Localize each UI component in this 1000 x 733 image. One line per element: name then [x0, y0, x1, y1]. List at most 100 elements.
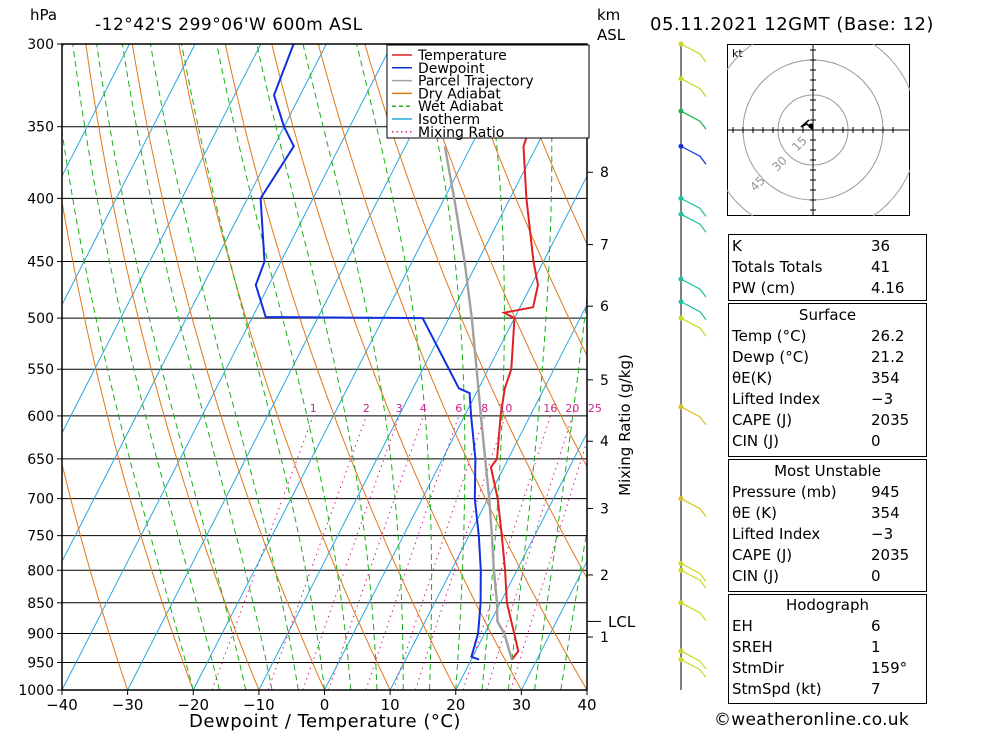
legend-label: Isotherm	[418, 112, 480, 128]
section-title: Hodograph	[785, 596, 870, 614]
wind-profile	[678, 41, 707, 690]
index-value: 4.16	[871, 279, 905, 297]
index-label: Lifted Index	[732, 525, 821, 543]
x-tick-label: 20	[446, 696, 465, 714]
km-tick-label: 2	[600, 568, 609, 584]
index-label: EH	[732, 617, 753, 635]
index-row: Temp (°C) 26.2	[728, 326, 927, 347]
index-label: Temp (°C)	[732, 327, 807, 345]
wet-adiabat-line	[417, 44, 466, 690]
legend-label: Temperature	[417, 48, 507, 64]
hodograph-indices-box	[728, 594, 927, 704]
dry-adiabat-line	[410, 44, 587, 468]
mixing-ratio-tick-label: 20	[565, 402, 579, 415]
pressure-tick-label: 900	[27, 626, 54, 642]
wet-adiabat-line	[586, 687, 587, 690]
index-row: CAPE (J) 2035	[728, 410, 927, 431]
x-tick-label: 0	[320, 696, 330, 714]
dry-adiabat-line	[317, 44, 587, 690]
x-tick-label: −40	[46, 696, 78, 714]
series-temperature	[489, 44, 564, 661]
index-label: θE (K)	[732, 504, 777, 522]
mixing-ratio-tick-label: 25	[588, 402, 602, 415]
hodograph-unit-label: kt	[732, 47, 743, 60]
x-tick-label: 40	[577, 696, 596, 714]
index-value: 354	[871, 504, 900, 522]
wet-adiabat-line	[216, 44, 352, 690]
wind-barb	[680, 197, 707, 217]
dry-adiabat-line	[457, 44, 587, 357]
plot-frame	[61, 43, 588, 691]
series-parcel-trajectory	[443, 146, 514, 660]
wet-adiabat-line	[534, 292, 587, 690]
wind-barb	[680, 317, 707, 337]
mixing-ratio-tick-label: 6	[455, 402, 462, 415]
wet-adiabat-line	[62, 128, 194, 690]
pressure-tick-label: 450	[27, 255, 54, 271]
dry-adiabat-line	[224, 44, 457, 690]
mixing-ratio-line	[510, 439, 587, 690]
pressure-tick-label: 600	[27, 409, 54, 425]
index-value: 26.2	[871, 327, 905, 345]
index-value: −3	[871, 525, 894, 543]
indices-top-box	[728, 234, 927, 301]
index-row: θE (K) 354	[728, 503, 927, 524]
mixing-ratio-tick-label: 16	[543, 402, 557, 415]
isotherm-line	[62, 44, 130, 178]
km-label: km	[597, 6, 620, 24]
km-tick-label: 6	[600, 299, 609, 315]
lcl-label: LCL	[608, 613, 636, 631]
wet-adiabat-line	[256, 44, 378, 690]
wind-barb	[680, 278, 707, 298]
section-title-row: Surface	[728, 305, 927, 326]
index-row: θE(K) 354	[728, 368, 927, 389]
dry-adiabat-line	[178, 44, 391, 690]
wind-barb	[680, 213, 707, 233]
dry-adiabat-line	[62, 462, 129, 690]
km-tick-label: 1	[600, 630, 609, 646]
surface-box	[728, 303, 927, 457]
wet-adiabat-line	[481, 44, 505, 690]
mixing-ratio-tick-label: 8	[481, 402, 488, 415]
wet-adiabat-line	[72, 44, 220, 690]
index-row: Lifted Index −3	[728, 524, 927, 545]
index-value: −3	[871, 390, 894, 408]
x-tick-label: 30	[512, 696, 531, 714]
dry-adiabat-line	[970, 44, 1000, 690]
dry-adiabat-line	[923, 44, 1000, 690]
index-value: 1	[871, 638, 881, 656]
wind-barb	[680, 602, 707, 622]
pressure-tick-label: 350	[27, 120, 54, 136]
wind-barb	[680, 43, 707, 63]
isotherm-line	[62, 44, 262, 435]
isotherm-line	[258, 46, 587, 690]
diagram-grid	[62, 44, 1000, 690]
pressure-tick-label: 700	[27, 492, 54, 508]
isotherm-line	[192, 44, 524, 690]
wet-adiabat-line	[356, 44, 433, 690]
pressure-tick-label: 400	[27, 191, 54, 207]
index-label: θE(K)	[732, 369, 773, 387]
index-row: SREH 1	[728, 637, 927, 658]
hodograph-indices-table: Hodograph EH 6 SREH 1 StmDir 159° StmSpd (kt) 7	[728, 595, 927, 700]
km-tick-label: 4	[600, 434, 609, 450]
mixing-ratio-line	[267, 415, 367, 690]
mixing-ratio-line	[365, 415, 460, 690]
pressure-tick-label: 1000	[18, 683, 54, 699]
pressure-tick-label: 850	[27, 596, 54, 612]
wind-barb	[680, 498, 707, 517]
index-row: CAPE (J) 2035	[728, 545, 927, 566]
index-value: 36	[871, 237, 891, 255]
index-row: StmDir 159°	[728, 658, 927, 679]
section-title: Most Unstable	[774, 462, 881, 480]
mixing-ratio-tick-label: 1	[310, 402, 317, 415]
isotherm-line	[520, 560, 587, 690]
mixing-ratio-line	[414, 415, 506, 690]
dry-adiabat-line	[503, 44, 587, 246]
wind-barb	[680, 406, 707, 426]
index-value: 2035	[871, 411, 910, 429]
x-tick-label: −10	[243, 696, 275, 714]
mixing-ratio-tick-label: 2	[363, 402, 370, 415]
